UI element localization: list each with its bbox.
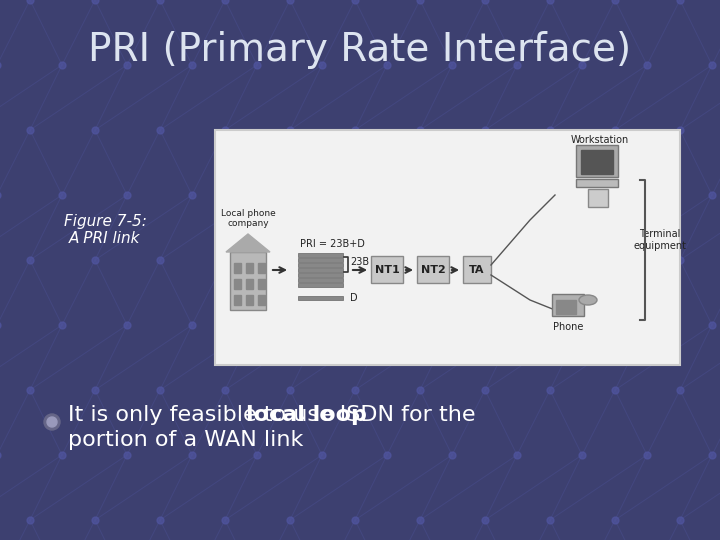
Bar bbox=[581, 150, 613, 174]
Bar bbox=[556, 300, 576, 314]
Circle shape bbox=[47, 417, 57, 427]
Text: PRI = 23B+D: PRI = 23B+D bbox=[300, 239, 365, 249]
Bar bbox=[246, 263, 253, 273]
Text: Figure 7-5:
A PRI link: Figure 7-5: A PRI link bbox=[63, 214, 146, 246]
Text: local loop: local loop bbox=[246, 405, 367, 425]
Text: Terminal
equipment: Terminal equipment bbox=[634, 229, 686, 251]
Bar bbox=[258, 279, 265, 289]
Bar bbox=[463, 256, 491, 283]
Bar bbox=[258, 263, 265, 273]
Text: Workstation: Workstation bbox=[571, 135, 629, 145]
Bar bbox=[258, 295, 265, 305]
Bar bbox=[246, 279, 253, 289]
Bar bbox=[417, 256, 449, 283]
Text: 23B: 23B bbox=[350, 257, 369, 267]
Bar bbox=[298, 263, 343, 267]
Bar bbox=[552, 294, 584, 316]
Text: NT1: NT1 bbox=[374, 265, 400, 275]
Bar bbox=[298, 278, 343, 282]
Bar bbox=[298, 253, 343, 257]
Text: NT2: NT2 bbox=[420, 265, 446, 275]
Bar bbox=[298, 296, 343, 300]
Text: Phone: Phone bbox=[553, 322, 583, 332]
Ellipse shape bbox=[579, 295, 597, 305]
Bar bbox=[246, 295, 253, 305]
Bar bbox=[215, 130, 680, 365]
Bar bbox=[230, 252, 266, 310]
Bar bbox=[234, 295, 241, 305]
Bar bbox=[371, 256, 403, 283]
Bar bbox=[588, 189, 608, 207]
Text: Local phone
company: Local phone company bbox=[220, 208, 275, 228]
Text: TA: TA bbox=[469, 265, 485, 275]
Text: It is only feasible to use ISDN for the: It is only feasible to use ISDN for the bbox=[68, 405, 482, 425]
Bar bbox=[298, 273, 343, 277]
Bar bbox=[234, 279, 241, 289]
Circle shape bbox=[44, 414, 60, 430]
Bar bbox=[576, 145, 618, 177]
Text: D: D bbox=[350, 293, 358, 303]
Bar bbox=[576, 179, 618, 187]
Bar bbox=[298, 268, 343, 272]
Bar bbox=[298, 283, 343, 287]
Text: PRI (Primary Rate Interface): PRI (Primary Rate Interface) bbox=[89, 31, 631, 69]
Bar bbox=[234, 263, 241, 273]
Text: portion of a WAN link: portion of a WAN link bbox=[68, 430, 303, 450]
Bar bbox=[298, 258, 343, 262]
Polygon shape bbox=[226, 234, 270, 252]
